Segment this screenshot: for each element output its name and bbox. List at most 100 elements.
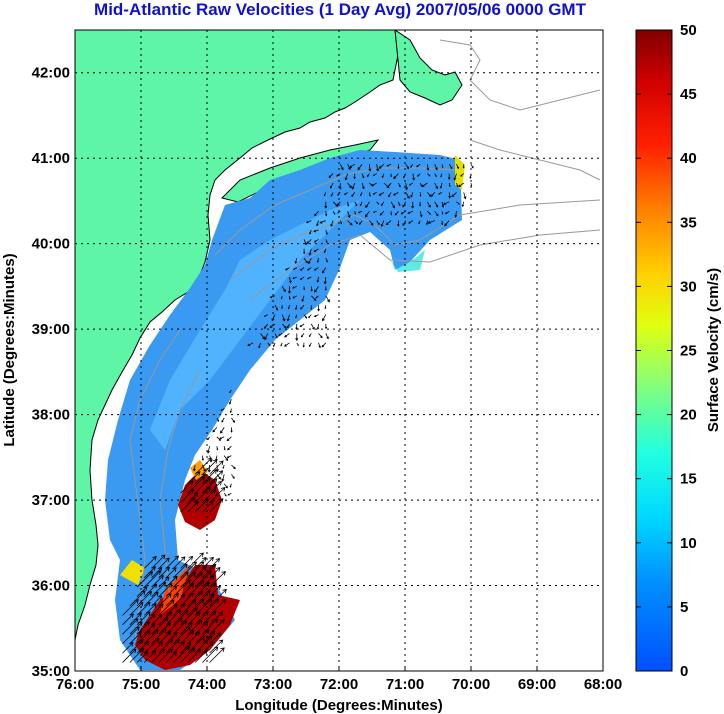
- velocity-arrow: [470, 182, 473, 187]
- velocity-arrow: [369, 192, 371, 197]
- velocity-arrow: [216, 436, 222, 441]
- velocity-arrow: [209, 486, 226, 503]
- colorbar-tick-label: 20: [680, 407, 697, 424]
- long-island-yellow-patch: [455, 155, 465, 190]
- velocity-arrow: [385, 220, 392, 226]
- velocity-arrow: [351, 192, 356, 197]
- velocity-arrow: [274, 333, 278, 339]
- velocity-arrow: [209, 460, 224, 475]
- velocity-arrow: [347, 164, 351, 171]
- velocity-arrow: [247, 342, 254, 347]
- velocity-arrow: [388, 182, 392, 187]
- velocity-arrow: [193, 464, 196, 472]
- velocity-arrow: [300, 304, 305, 310]
- velocity-arrow: [226, 436, 232, 442]
- velocity-arrow: [231, 474, 235, 479]
- velocity-arrow: [324, 305, 327, 310]
- velocity-arrow: [209, 470, 224, 485]
- velocity-arrow: [427, 201, 431, 208]
- velocity-arrow: [281, 286, 286, 293]
- velocity-arrow: [412, 173, 416, 181]
- velocity-arrow: [411, 201, 415, 209]
- velocity-arrow: [231, 464, 236, 470]
- velocity-arrow: [264, 333, 269, 341]
- velocity-arrow: [325, 239, 328, 244]
- velocity-arrow: [419, 182, 423, 187]
- velocity-arrow: [462, 164, 465, 169]
- colorbar-tick-label: 45: [680, 86, 697, 103]
- velocity-arrow: [408, 220, 414, 224]
- velocity-arrow: [209, 598, 227, 616]
- velocity-arrow: [209, 570, 226, 588]
- x-tick-label: 71:00: [386, 676, 424, 693]
- velocity-arrow: [221, 417, 225, 423]
- velocity-arrow: [410, 192, 414, 198]
- velocity-arrow: [309, 333, 312, 338]
- colorbar-tick-label: 5: [680, 599, 688, 616]
- velocity-arrow: [269, 295, 276, 299]
- velocity-arrow: [359, 201, 363, 207]
- velocity-arrow: [393, 192, 399, 196]
- velocity-arrow: [357, 210, 363, 214]
- velocity-arrow: [281, 323, 287, 329]
- velocity-arrow: [419, 192, 422, 197]
- velocity-arrow: [309, 229, 312, 235]
- velocity-arrow: [434, 201, 439, 208]
- velocity-arrow: [228, 399, 232, 405]
- velocity-arrow: [359, 220, 363, 226]
- velocity-arrow: [194, 557, 207, 569]
- velocity-arrow: [209, 611, 224, 626]
- velocity-arrow: [383, 182, 390, 189]
- velocity-arrow: [311, 295, 317, 301]
- velocity-arrow: [381, 173, 385, 179]
- x-tick-label: 69:00: [518, 676, 556, 693]
- velocity-arrow: [300, 333, 305, 338]
- velocity-arrow: [325, 229, 328, 235]
- velocity-arrow: [419, 211, 423, 218]
- velocity-arrow: [344, 192, 348, 196]
- velocity-arrow: [456, 182, 459, 188]
- velocity-arrow: [426, 164, 430, 171]
- velocity-arrow: [372, 173, 377, 177]
- x-tick-label: 70:00: [452, 676, 490, 693]
- velocity-arrow: [317, 305, 320, 312]
- velocity-arrow: [390, 173, 393, 178]
- velocity-arrow: [215, 455, 218, 462]
- velocity-arrow: [293, 267, 298, 270]
- velocity-arrow: [354, 211, 357, 215]
- velocity-arrow: [299, 276, 305, 280]
- velocity-arrow: [324, 323, 328, 330]
- velocity-arrow: [347, 220, 353, 226]
- velocity-arrow: [378, 192, 385, 196]
- velocity-arrow: [209, 639, 224, 654]
- velocity-arrow: [226, 455, 232, 459]
- velocity-arrow: [444, 220, 450, 227]
- velocity-arrow: [258, 342, 261, 349]
- velocity-arrow: [158, 557, 170, 569]
- velocity-arrow: [285, 267, 290, 271]
- velocity-arrow: [329, 182, 334, 189]
- velocity-arrow: [310, 286, 313, 292]
- velocity-arrow: [470, 163, 474, 169]
- velocity-arrow: [223, 492, 227, 497]
- velocity-arrow: [338, 182, 342, 190]
- velocity-arrow: [434, 182, 439, 190]
- velocity-arrow: [272, 342, 276, 348]
- x-tick-label: 68:00: [584, 676, 622, 693]
- velocity-arrow: [330, 192, 334, 197]
- velocity-arrow: [454, 211, 458, 218]
- velocity-arrow: [316, 276, 320, 283]
- velocity-arrow: [354, 220, 358, 225]
- velocity-arrow: [318, 342, 321, 349]
- velocity-arrow: [303, 286, 306, 291]
- velocity-arrow: [458, 182, 464, 188]
- velocity-arrow: [361, 182, 365, 190]
- velocity-arrow: [461, 201, 465, 208]
- velocity-arrow: [324, 201, 328, 209]
- velocity-arrow: [357, 163, 363, 171]
- velocity-arrow: [165, 555, 180, 569]
- velocity-arrow: [394, 210, 399, 216]
- velocity-arrow: [347, 201, 350, 207]
- velocity-arrow: [313, 267, 319, 271]
- velocity-arrow: [313, 314, 319, 318]
